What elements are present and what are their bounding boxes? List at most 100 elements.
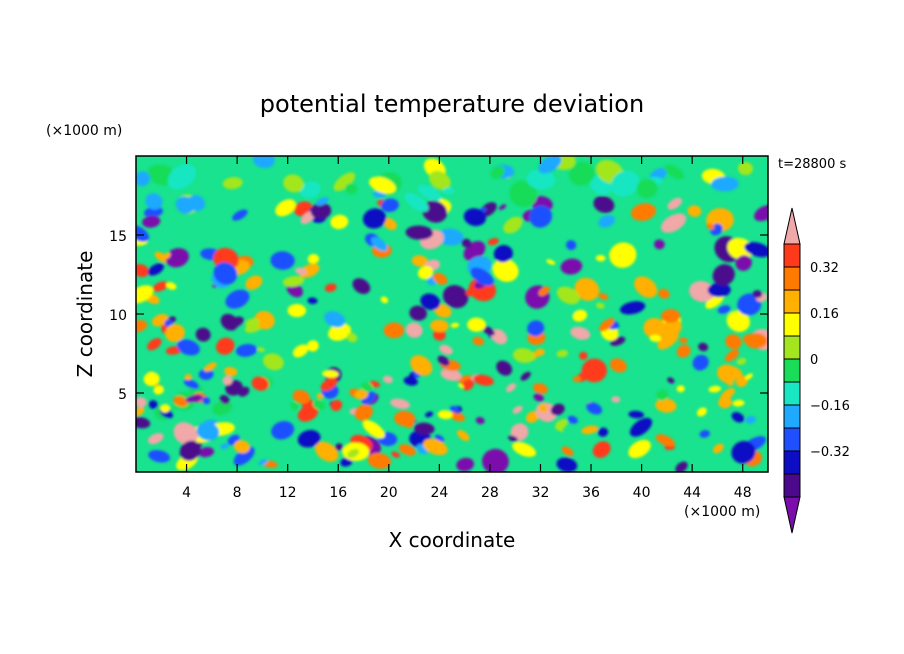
contour-blob — [142, 215, 161, 228]
contour-blob — [270, 251, 295, 270]
contour-blob — [405, 322, 423, 338]
colorbar-segment — [783, 335, 801, 360]
contour-blob — [176, 339, 200, 356]
contour-blob — [409, 305, 427, 321]
contour-blob — [383, 322, 405, 339]
contour-blob — [437, 228, 464, 246]
contour-blob — [232, 209, 248, 221]
contour-blob — [457, 429, 470, 441]
contour-blob — [527, 320, 545, 337]
contour-blob — [144, 206, 163, 218]
contour-blob — [570, 326, 591, 340]
contour-blob — [567, 415, 578, 424]
contour-blob — [538, 156, 562, 174]
contour-blob — [362, 420, 385, 439]
contour-blob — [316, 197, 329, 206]
contour-blob — [629, 417, 653, 437]
contour-blob — [324, 311, 346, 328]
contour-blob — [712, 443, 724, 454]
contour-blob — [556, 286, 580, 305]
colorbar-tick-label: 0.16 — [810, 307, 839, 322]
contour-blob — [719, 364, 743, 379]
x-tick-label: 48 — [734, 485, 752, 501]
contour-blob — [222, 177, 243, 190]
field-contours — [136, 156, 768, 472]
contour-blob — [744, 373, 753, 380]
contour-blob — [493, 245, 513, 263]
contour-blob — [136, 320, 148, 333]
contour-blob — [726, 310, 750, 332]
plot-area — [136, 156, 768, 472]
contour-blob — [167, 163, 197, 190]
contour-blob — [689, 281, 715, 303]
contour-blob — [492, 258, 519, 282]
contour-blob — [620, 301, 646, 315]
contour-blob — [609, 242, 637, 268]
contour-blob — [725, 349, 739, 362]
contour-blob — [391, 451, 400, 458]
contour-blob — [490, 165, 505, 179]
x-axis-label: X coordinate — [389, 528, 516, 552]
contour-blob — [556, 349, 569, 358]
contour-blob — [258, 459, 268, 466]
contour-blob — [417, 184, 442, 202]
contour-blob — [598, 293, 609, 300]
contour-blob — [609, 250, 620, 260]
contour-blob — [696, 407, 707, 417]
contour-blob — [507, 435, 518, 442]
contour-blob — [442, 187, 455, 195]
contour-blob — [151, 313, 169, 327]
contour-blob — [554, 418, 568, 431]
contour-blob — [369, 176, 396, 194]
contour-blob — [649, 334, 662, 342]
contour-blob — [706, 223, 715, 230]
colorbar-segment — [783, 289, 801, 314]
contour-blob — [556, 457, 578, 472]
contour-blob — [687, 205, 702, 217]
contour-blob — [160, 404, 170, 413]
contour-blob — [354, 404, 373, 421]
contour-blob — [196, 422, 220, 441]
contour-blob — [282, 275, 305, 287]
contour-blob — [506, 383, 517, 393]
contour-blob — [579, 351, 588, 360]
contour-blob — [628, 410, 645, 419]
colorbar-segment — [783, 243, 801, 268]
x-tick-label: 36 — [582, 485, 600, 501]
contour-blob — [597, 427, 609, 437]
contour-blob — [595, 302, 605, 309]
contour-blob — [490, 328, 508, 345]
x-tick-label: 4 — [182, 485, 191, 501]
contour-blob — [354, 389, 369, 400]
x-tick-label: 28 — [481, 485, 499, 501]
contour-blob — [538, 403, 548, 413]
y-tick-label: 10 — [109, 308, 127, 324]
contour-blob — [598, 215, 615, 228]
y-tick-label: 15 — [109, 229, 127, 245]
x-tick-label: 20 — [380, 485, 398, 501]
contour-blob — [752, 290, 763, 298]
contour-blob — [423, 438, 448, 456]
contour-blob — [283, 174, 304, 193]
x-tick-label: 16 — [329, 485, 347, 501]
contour-blob — [362, 208, 387, 229]
contour-blob — [572, 376, 582, 382]
x-tick-label: 32 — [532, 485, 550, 501]
contour-blob — [509, 180, 538, 208]
colorbar-tick-label: −0.32 — [810, 445, 850, 460]
colorbar-segment-top — [783, 207, 801, 245]
contour-blob — [306, 340, 319, 352]
contour-blob — [299, 181, 321, 199]
contour-blob — [717, 305, 731, 314]
contour-blob — [711, 176, 739, 192]
contour-blob — [275, 199, 296, 217]
contour-blob — [184, 373, 192, 381]
contour-blob — [745, 416, 756, 424]
contour-blob — [287, 303, 307, 318]
colorbar-tick-label: 0.32 — [810, 261, 839, 276]
contour-blob — [425, 411, 434, 418]
contour-blob — [482, 448, 509, 472]
contour-blob — [292, 344, 309, 358]
contour-blob — [198, 368, 214, 380]
contour-blob — [256, 347, 265, 352]
